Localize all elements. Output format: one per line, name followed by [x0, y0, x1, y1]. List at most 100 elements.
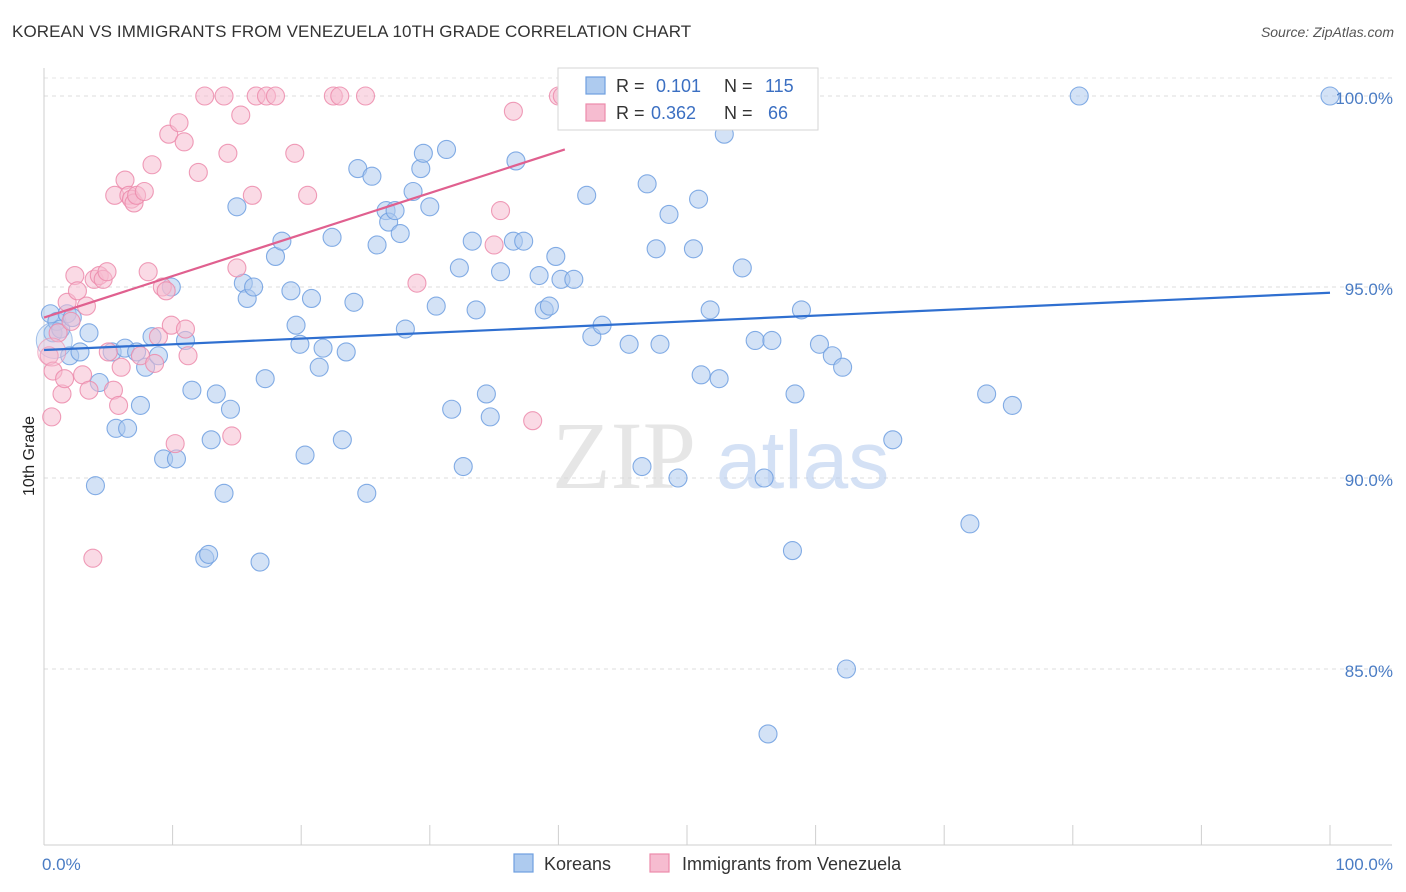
korean-point	[426, 296, 446, 316]
venezuela-point	[61, 311, 81, 331]
chart-source: Source: ZipAtlas.com	[1260, 24, 1394, 40]
korean-point	[79, 323, 99, 343]
korean-point	[577, 185, 597, 205]
venezuela-trend-line	[43, 148, 566, 319]
venezuela-point	[83, 548, 103, 568]
korean-point	[689, 189, 709, 209]
axes	[43, 68, 1392, 846]
venezuela-point	[174, 132, 194, 152]
y-tick-label: 100.0%	[1335, 89, 1393, 108]
venezuela-point	[142, 155, 162, 175]
korean-point	[420, 197, 440, 217]
venezuela-point	[195, 86, 215, 106]
korean-point	[564, 269, 584, 289]
bottom-legend-korean-label: Koreans	[544, 854, 611, 874]
korean-point	[220, 399, 241, 419]
korean-point	[691, 365, 711, 385]
korean-point	[529, 265, 549, 286]
venezuela-point	[330, 86, 350, 106]
korean-point	[362, 166, 382, 186]
venezuela-point	[138, 262, 158, 282]
korean-point	[199, 544, 219, 564]
venezuela-point	[37, 337, 67, 367]
korean-point	[255, 369, 275, 389]
korean-point	[227, 197, 247, 217]
korean-point	[395, 319, 415, 339]
korean-point	[668, 468, 688, 488]
korean-point	[332, 430, 352, 450]
stats-legend-korean-swatch	[585, 76, 606, 95]
watermark: ZIP atlas	[552, 402, 889, 509]
venezuela-point	[111, 357, 131, 377]
venezuela-point	[165, 434, 185, 454]
stats-legend-korean-r-value: 0.101	[656, 76, 701, 96]
venezuela-point	[484, 235, 504, 255]
korean-point	[539, 296, 559, 316]
korean-point	[442, 399, 462, 419]
bottom-legend-venezuela-label: Immigrants from Venezuela	[682, 854, 902, 874]
korean-point	[357, 483, 377, 503]
korean-point	[809, 334, 830, 354]
korean-point	[436, 139, 457, 160]
venezuela-point	[156, 281, 176, 301]
y-tick-label: 85.0%	[1345, 662, 1393, 681]
korean-point	[762, 330, 782, 351]
korean-point	[466, 300, 486, 320]
korean-point	[480, 407, 500, 427]
korean-point	[632, 456, 652, 477]
korean-point	[490, 262, 511, 282]
korean-point	[476, 384, 496, 404]
stats-legend-korean-n-label: N =	[724, 76, 753, 96]
korean-point	[449, 258, 469, 278]
venezuela-point	[227, 258, 247, 278]
watermark-atlas: atlas	[716, 415, 889, 506]
korean-point	[70, 342, 90, 362]
korean-point	[1002, 395, 1022, 415]
korean-point	[1069, 86, 1089, 106]
venezuela-point	[503, 101, 523, 121]
x-tick-label: 100.0%	[1335, 855, 1393, 874]
chart-title: KOREAN VS IMMIGRANTS FROM VENEZUELA 10TH…	[12, 22, 692, 41]
y-tick-label: 90.0%	[1345, 471, 1393, 490]
korean-point	[659, 204, 679, 224]
korean-point	[833, 357, 853, 377]
venezuela-point	[178, 346, 198, 366]
korean-point	[758, 724, 778, 744]
korean-point	[206, 384, 226, 404]
bottom-legend-korean-swatch	[513, 853, 534, 873]
venezuela-point	[231, 105, 251, 125]
korean-point	[85, 476, 105, 496]
venezuela-point	[55, 369, 75, 389]
venezuela-point	[523, 411, 543, 431]
korean-point	[506, 151, 526, 171]
bottom-legend: Koreans Immigrants from Venezuela	[513, 853, 902, 874]
korean-point	[546, 246, 566, 266]
korean-point	[453, 456, 473, 477]
korean-point	[836, 659, 857, 679]
venezuela-points	[37, 86, 572, 568]
korean-point	[313, 338, 333, 358]
korean-point	[883, 430, 903, 450]
stats-legend-korean-r-label: R =	[616, 76, 645, 96]
venezuela-point	[298, 185, 318, 205]
korean-point	[322, 227, 342, 247]
venezuela-point	[407, 273, 427, 293]
korean-points	[35, 86, 1340, 744]
korean-point	[462, 231, 482, 251]
korean-point	[390, 223, 410, 244]
venezuela-point	[355, 86, 376, 106]
stats-legend-venezuela-swatch	[585, 103, 606, 122]
venezuela-point	[42, 407, 62, 427]
korean-point	[709, 369, 729, 389]
korean-point	[785, 384, 805, 404]
venezuela-point	[169, 113, 189, 133]
tick-labels: 100.0% 95.0% 90.0% 85.0% 0.0% 100.0%	[42, 89, 1393, 874]
korean-point	[309, 357, 329, 377]
korean-point	[286, 315, 306, 335]
korean-point	[683, 239, 703, 259]
stats-legend: R = 0.101 N = 115 R = 0.362 N = 66	[557, 67, 819, 131]
korean-point	[754, 468, 774, 488]
venezuela-point	[214, 86, 234, 106]
korean-point	[413, 143, 433, 163]
